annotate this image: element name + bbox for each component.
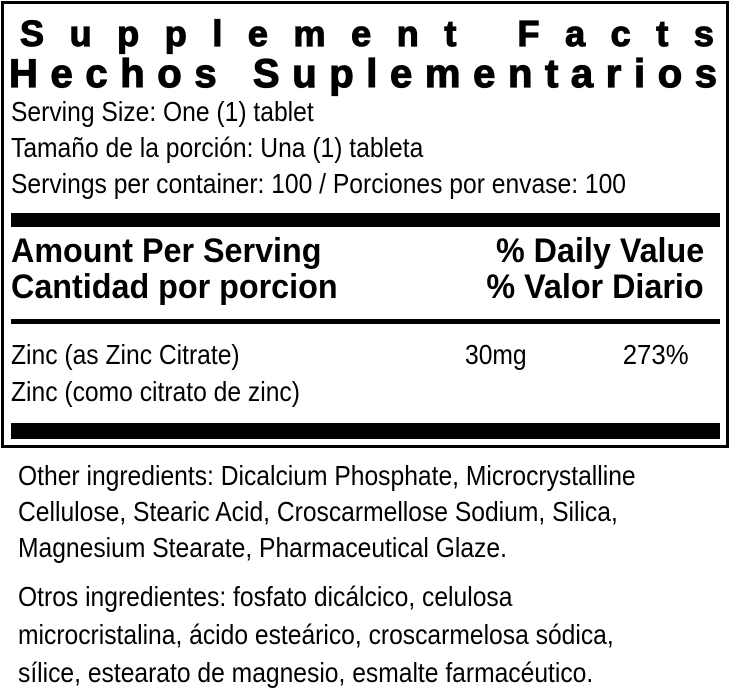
- nutrient-name-spanish-text: Zinc (como citrato de zinc): [11, 376, 300, 407]
- thick-rule-top: [11, 213, 720, 227]
- nutrient-name-spanish: Zinc (como citrato de zinc): [11, 373, 720, 410]
- daily-value-header-spanish: % Valor Diario: [486, 268, 704, 306]
- column-headers: Amount Per Serving % Daily Value Cantida…: [11, 233, 704, 305]
- nutrient-amount: 30mg: [465, 336, 535, 373]
- column-header-row-english: Amount Per Serving % Daily Value: [11, 233, 704, 269]
- nutrient-name-english: Zinc (as Zinc Citrate): [11, 336, 720, 373]
- serving-size-spanish: Tamaño de la porción: Una (1) tableta: [11, 132, 424, 163]
- nutrient-amount-text: 30mg: [465, 339, 527, 370]
- serving-size-english: Serving Size: One (1) tablet: [11, 96, 314, 127]
- nutrient-row-zinc: Zinc (as Zinc Citrate) Zinc (como citrat…: [11, 336, 720, 410]
- thick-rule-bottom: [11, 423, 720, 439]
- nutrient-name-english-text: Zinc (as Zinc Citrate): [11, 339, 240, 370]
- servings-per-container: Servings per container: 100 / Porciones …: [11, 168, 627, 199]
- nutrient-daily-value-text: 273%: [623, 339, 689, 370]
- other-ingredients-english: Other ingredients: Dicalcium Phosphate, …: [18, 460, 636, 563]
- column-header-row-spanish: Cantidad por porcion % Valor Diario: [11, 269, 704, 305]
- serving-info: Serving Size: One (1) tablet Tamaño de l…: [11, 94, 720, 202]
- amount-per-serving-header-english: Amount Per Serving: [11, 232, 322, 270]
- daily-value-header-english: % Daily Value: [495, 232, 704, 270]
- thin-rule: [11, 319, 720, 324]
- nutrient-daily-value: 273%: [617, 336, 689, 373]
- other-ingredients-spanish: Otros ingredientes: fosfato dicálcico, c…: [18, 581, 614, 688]
- amount-per-serving-header-spanish: Cantidad por porcion: [11, 268, 338, 306]
